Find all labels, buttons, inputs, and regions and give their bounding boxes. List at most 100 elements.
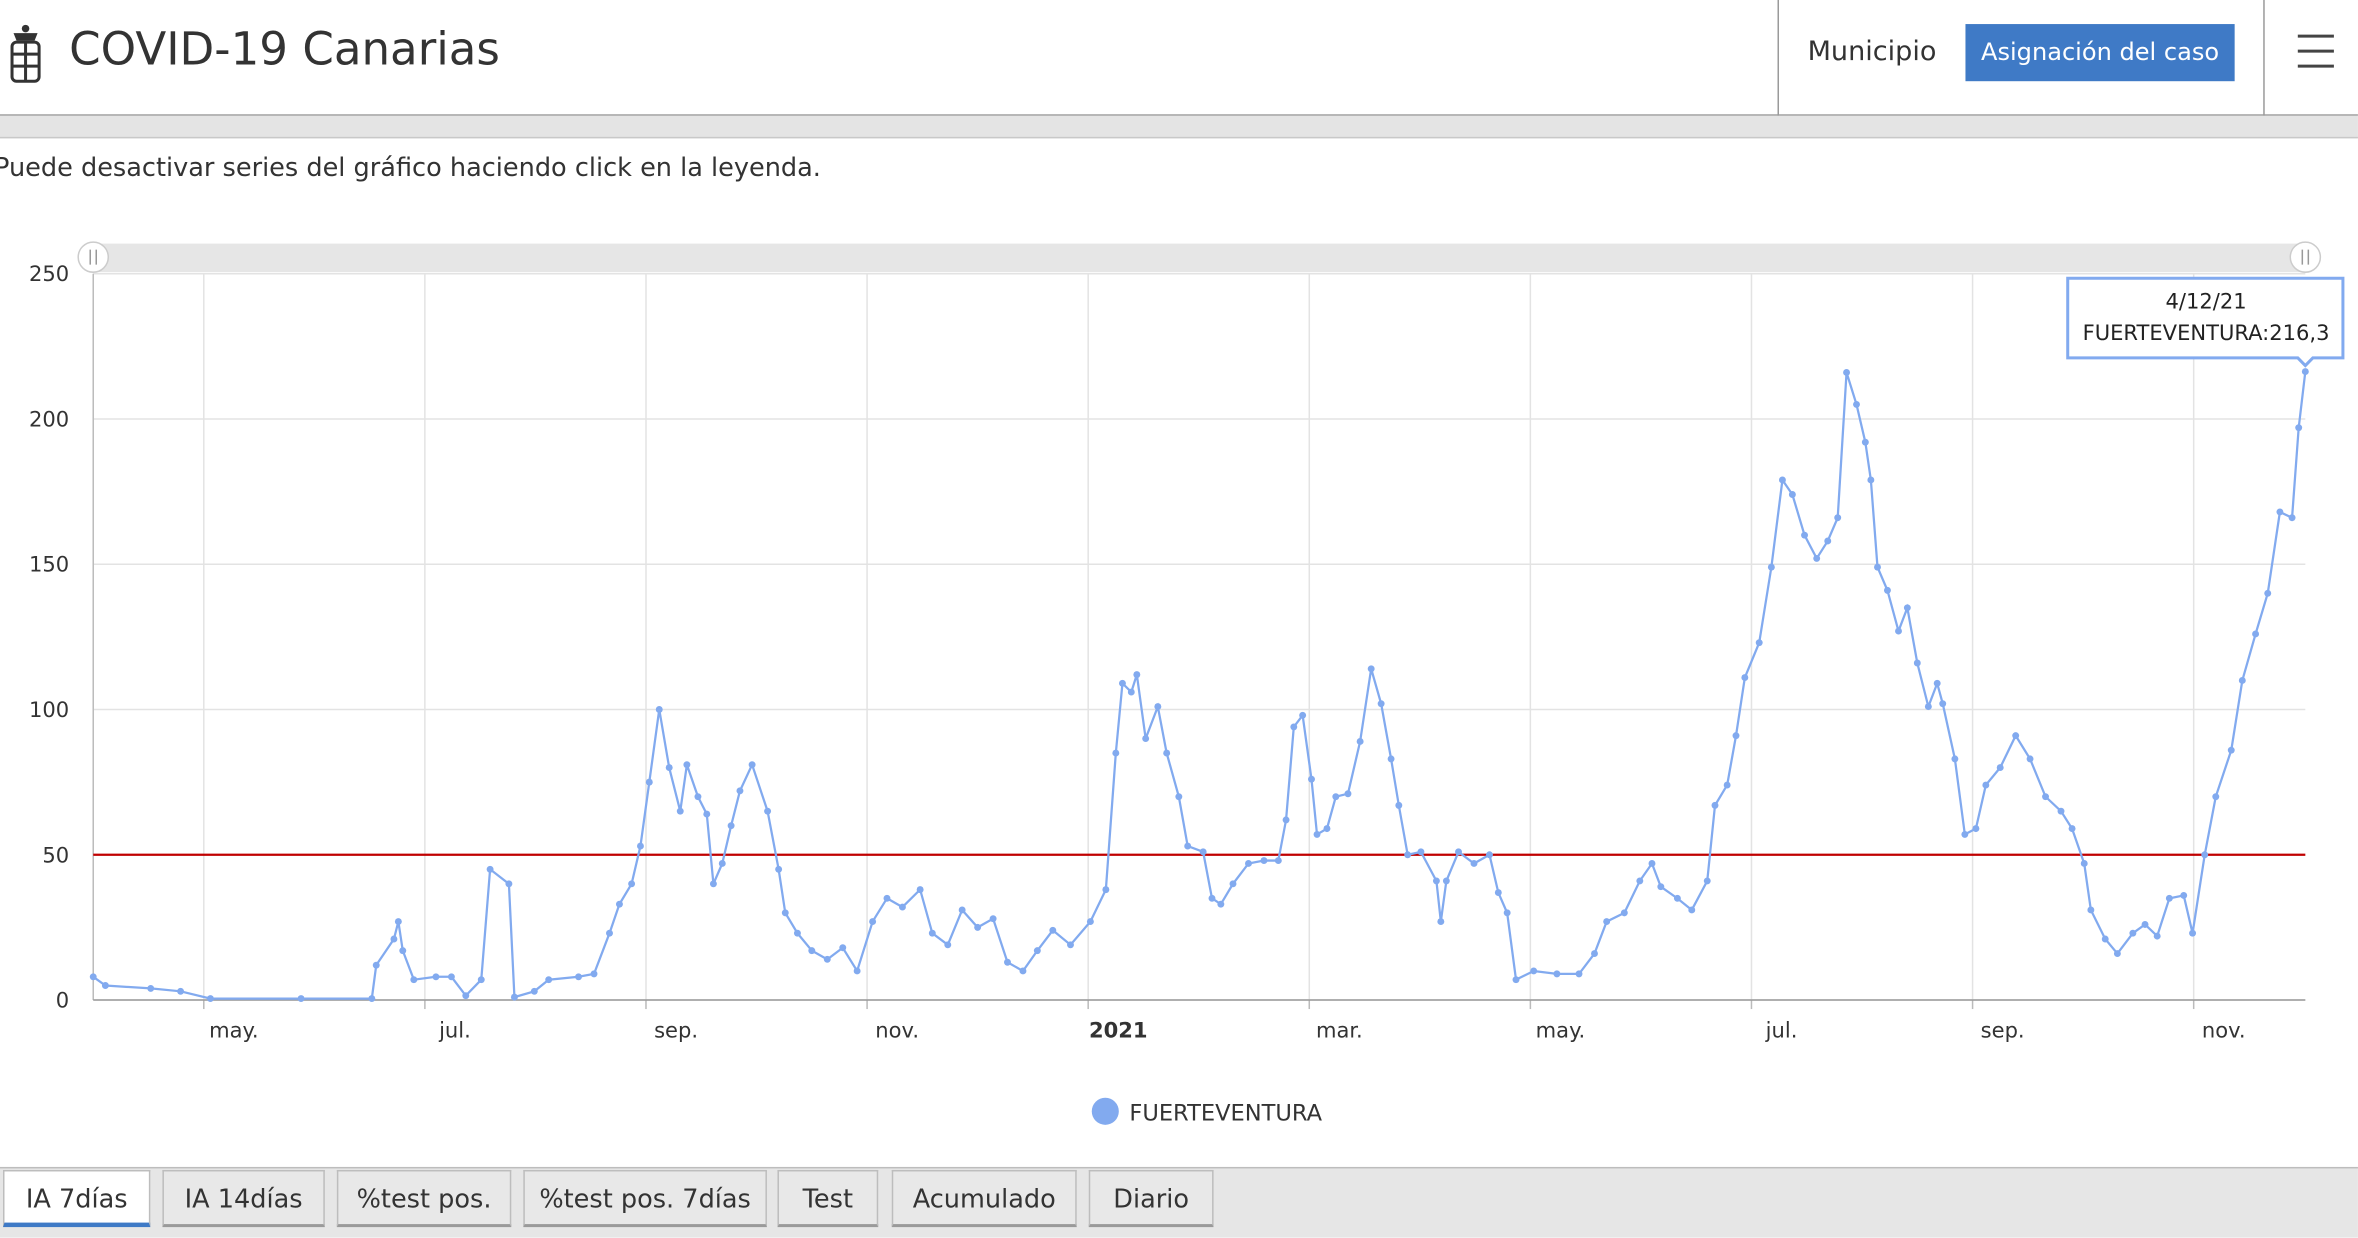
data-point bbox=[1486, 851, 1493, 859]
tab[interactable]: Diario bbox=[1088, 1169, 1214, 1228]
data-point bbox=[2227, 746, 2235, 754]
data-point bbox=[748, 761, 756, 769]
divider bbox=[2263, 0, 2265, 116]
y-tick-label: 150 bbox=[29, 552, 69, 577]
data-point bbox=[2212, 793, 2220, 801]
data-point bbox=[2057, 807, 2065, 815]
range-navigator bbox=[93, 243, 2306, 273]
data-point bbox=[1004, 958, 1011, 966]
data-point bbox=[1732, 732, 1740, 740]
tab[interactable]: IA 7días bbox=[3, 1169, 151, 1228]
y-tick-label: 50 bbox=[42, 842, 69, 867]
data-point bbox=[898, 903, 906, 911]
data-point bbox=[683, 761, 691, 769]
data-point bbox=[793, 929, 801, 937]
x-tick-label: mar. bbox=[1316, 1018, 1363, 1043]
data-point bbox=[1417, 848, 1425, 856]
data-point bbox=[869, 918, 877, 926]
data-point bbox=[545, 976, 553, 984]
data-point bbox=[1913, 659, 1921, 667]
data-point bbox=[2026, 755, 2034, 763]
data-point bbox=[727, 822, 735, 830]
chart: 0 50 100 150 200 250 may. jul. sep. nov. 2021 mar. m… bbox=[29, 241, 2345, 1126]
x-tick-label: nov. bbox=[875, 1018, 919, 1043]
range-handle[interactable] bbox=[2289, 241, 2322, 273]
data-point bbox=[628, 880, 636, 888]
data-point bbox=[2288, 514, 2296, 522]
data-point bbox=[2264, 589, 2272, 597]
data-point bbox=[2295, 424, 2303, 432]
data-point bbox=[928, 929, 936, 937]
data-point bbox=[101, 982, 109, 989]
data-point bbox=[1801, 531, 1808, 539]
range-handle[interactable] bbox=[77, 241, 110, 273]
data-point bbox=[2201, 851, 2209, 859]
data-point bbox=[1591, 950, 1598, 958]
data-point bbox=[432, 973, 440, 981]
data-point bbox=[1404, 851, 1412, 859]
data-point bbox=[775, 865, 783, 873]
data-point bbox=[916, 886, 924, 894]
tab[interactable]: %test pos. bbox=[336, 1169, 512, 1228]
data-point bbox=[2189, 929, 2197, 937]
data-point bbox=[462, 992, 470, 1000]
data-point bbox=[1939, 700, 1947, 708]
data-point bbox=[1788, 491, 1796, 498]
x-tick-label: may. bbox=[1536, 1018, 1586, 1043]
data-point bbox=[1924, 703, 1932, 711]
data-point bbox=[2087, 906, 2095, 914]
tab-bar: IA 7días IA 14días %test pos. %test pos. 7d… bbox=[0, 1166, 2358, 1238]
data-point bbox=[505, 880, 513, 888]
data-point bbox=[1356, 737, 1364, 745]
data-point bbox=[1834, 514, 1842, 522]
data-point bbox=[1437, 918, 1445, 926]
data-point bbox=[883, 894, 891, 902]
app-title: COVID-19 Canarias bbox=[69, 24, 500, 77]
legend-label[interactable]: FUERTEVENTURA bbox=[1129, 1100, 1322, 1126]
data-point bbox=[676, 807, 684, 815]
data-point bbox=[736, 787, 744, 795]
tab[interactable]: %test pos. 7días bbox=[523, 1169, 767, 1228]
handle-grip bbox=[2301, 249, 2310, 265]
data-point bbox=[1575, 970, 1583, 978]
legend-marker[interactable] bbox=[1091, 1097, 1119, 1125]
nav-button[interactable]: Asignación del caso bbox=[1965, 24, 2235, 82]
data-point bbox=[2068, 825, 2076, 833]
data-point bbox=[703, 810, 711, 818]
data-point bbox=[206, 995, 214, 1003]
data-point bbox=[2101, 935, 2109, 943]
tab[interactable]: Test bbox=[777, 1169, 879, 1228]
data-point bbox=[1813, 554, 1821, 562]
data-point bbox=[1133, 671, 1141, 679]
x-tick-label: sep. bbox=[654, 1018, 698, 1043]
data-point bbox=[1217, 900, 1225, 908]
data-point bbox=[1530, 967, 1538, 975]
data-point bbox=[1703, 877, 1711, 885]
data-point bbox=[823, 955, 831, 963]
data-point bbox=[1455, 848, 1462, 856]
y-tick-label: 250 bbox=[29, 261, 69, 286]
data-point bbox=[1961, 830, 1969, 838]
data-point bbox=[1711, 801, 1719, 809]
data-point bbox=[1163, 749, 1171, 757]
data-point bbox=[764, 807, 772, 815]
tab[interactable]: Acumulado bbox=[891, 1169, 1077, 1228]
menu-icon[interactable] bbox=[2295, 33, 2337, 72]
data-point bbox=[1313, 830, 1321, 838]
data-point bbox=[1118, 679, 1126, 687]
toolbar-strip bbox=[0, 115, 2358, 139]
header: COVID-19 Canarias Municipio Asignación d… bbox=[0, 0, 2358, 116]
data-point bbox=[530, 987, 538, 995]
data-point bbox=[1086, 918, 1094, 926]
data-point bbox=[147, 984, 155, 992]
data-point bbox=[1470, 860, 1478, 867]
data-point bbox=[781, 909, 789, 917]
data-point bbox=[390, 935, 398, 943]
data-point bbox=[89, 973, 97, 981]
data-point bbox=[2153, 932, 2161, 940]
x-tick-label: jul. bbox=[1765, 1018, 1798, 1043]
tooltip-value: FUERTEVENTURA:216,3 bbox=[2083, 320, 2330, 345]
nav-link[interactable]: Municipio bbox=[1807, 36, 1937, 68]
data-point bbox=[1175, 793, 1183, 801]
tab[interactable]: IA 14días bbox=[162, 1169, 325, 1228]
